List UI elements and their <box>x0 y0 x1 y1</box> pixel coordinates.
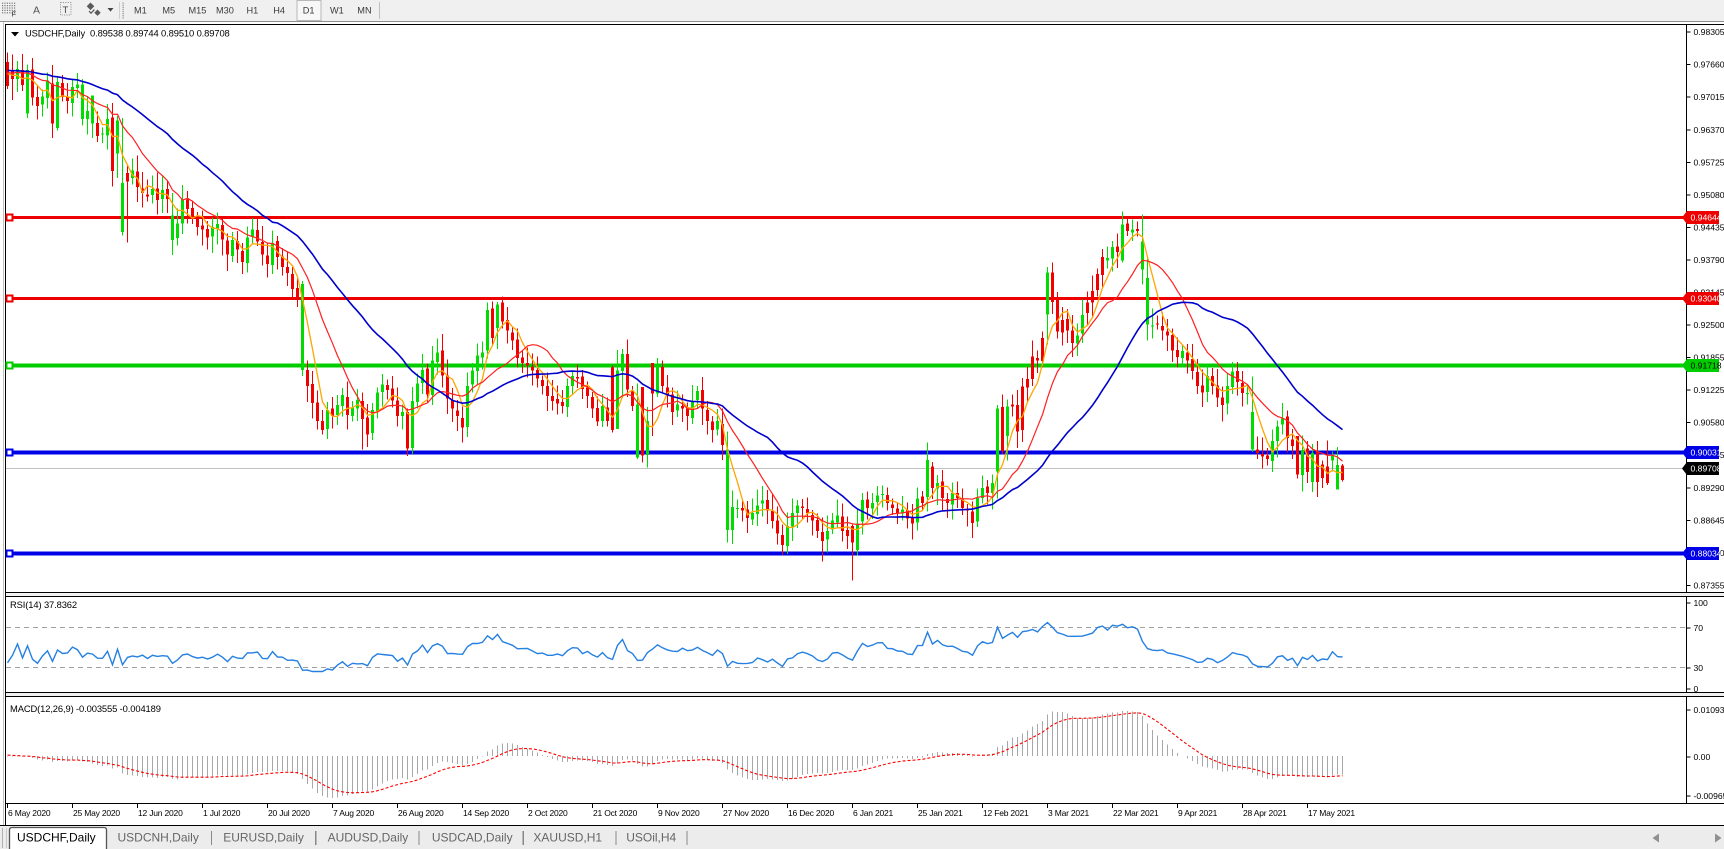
svg-text:A: A <box>33 5 40 17</box>
svg-text:0.95080: 0.95080 <box>1694 190 1724 200</box>
svg-text:12 Jun 2020: 12 Jun 2020 <box>138 808 183 818</box>
svg-text:0.88034: 0.88034 <box>1691 549 1722 559</box>
svg-text:25 Jan 2021: 25 Jan 2021 <box>918 808 963 818</box>
svg-text:USDCAD,Daily: USDCAD,Daily <box>432 831 513 845</box>
svg-text:F: F <box>12 10 17 19</box>
svg-text:EURUSD,Daily: EURUSD,Daily <box>223 831 304 845</box>
svg-text:21 Oct 2020: 21 Oct 2020 <box>593 808 638 818</box>
svg-text:25 May 2020: 25 May 2020 <box>73 808 120 818</box>
svg-text:17 May 2021: 17 May 2021 <box>1308 808 1355 818</box>
svg-text:0.93040: 0.93040 <box>1691 294 1722 304</box>
svg-text:30: 30 <box>1694 663 1704 673</box>
svg-text:AUDUSD,Daily: AUDUSD,Daily <box>328 831 409 845</box>
svg-text:0.01093: 0.01093 <box>1694 705 1724 715</box>
svg-text:-0.00965: -0.00965 <box>1694 791 1724 801</box>
svg-text:MN: MN <box>357 6 371 16</box>
svg-text:9 Apr 2021: 9 Apr 2021 <box>1178 808 1218 818</box>
svg-text:0.89708: 0.89708 <box>1691 464 1722 474</box>
svg-text:0.96370: 0.96370 <box>1694 125 1724 135</box>
svg-text:H1: H1 <box>247 6 259 16</box>
svg-text:12 Feb 2021: 12 Feb 2021 <box>983 808 1029 818</box>
svg-text:28 Apr 2021: 28 Apr 2021 <box>1243 808 1287 818</box>
svg-text:M5: M5 <box>162 6 175 16</box>
svg-text:0.94644: 0.94644 <box>1691 213 1722 223</box>
svg-text:XAUUSD,H1: XAUUSD,H1 <box>533 831 602 845</box>
svg-text:USDCHF,Daily 0.89538 0.89744: USDCHF,Daily 0.89538 0.89744 0.89510 0.8… <box>25 28 230 39</box>
svg-text:0.95725: 0.95725 <box>1694 157 1724 167</box>
svg-text:H4: H4 <box>273 6 285 16</box>
svg-text:1 Jul 2020: 1 Jul 2020 <box>203 808 241 818</box>
svg-text:0.00: 0.00 <box>1694 752 1711 762</box>
svg-text:USOil,H4: USOil,H4 <box>626 831 676 845</box>
svg-text:9 Nov 2020: 9 Nov 2020 <box>658 808 700 818</box>
svg-text:0: 0 <box>1694 684 1699 694</box>
svg-text:0.91855: 0.91855 <box>1694 353 1724 363</box>
svg-text:T: T <box>63 5 69 16</box>
svg-text:M15: M15 <box>189 6 207 16</box>
svg-text:0.97015: 0.97015 <box>1694 92 1724 102</box>
svg-text:M30: M30 <box>216 6 234 16</box>
svg-text:70: 70 <box>1694 623 1704 633</box>
svg-text:M1: M1 <box>134 6 147 16</box>
svg-text:0.94435: 0.94435 <box>1694 222 1724 232</box>
svg-text:27 Nov 2020: 27 Nov 2020 <box>723 808 769 818</box>
svg-text:0.93790: 0.93790 <box>1694 255 1724 265</box>
svg-text:26 Aug 2020: 26 Aug 2020 <box>398 808 444 818</box>
svg-text:0.87355: 0.87355 <box>1694 580 1724 590</box>
svg-text:0.89290: 0.89290 <box>1694 483 1724 493</box>
svg-text:100: 100 <box>1694 598 1709 608</box>
svg-text:RSI(14) 37.8362: RSI(14) 37.8362 <box>10 599 77 610</box>
svg-text:0.91225: 0.91225 <box>1694 385 1724 395</box>
svg-text:22 Mar 2021: 22 Mar 2021 <box>1113 808 1159 818</box>
svg-text:W1: W1 <box>330 6 344 16</box>
svg-text:6 May 2020: 6 May 2020 <box>8 808 51 818</box>
svg-text:USDCNH,Daily: USDCNH,Daily <box>118 831 199 845</box>
svg-text:0.91718: 0.91718 <box>1691 361 1722 371</box>
svg-text:14 Sep 2020: 14 Sep 2020 <box>463 808 509 818</box>
svg-text:2 Oct 2020: 2 Oct 2020 <box>528 808 568 818</box>
svg-text:MACD(12,26,9) -0.003555 -0.004: MACD(12,26,9) -0.003555 -0.004189 <box>10 703 161 714</box>
svg-text:0.97660: 0.97660 <box>1694 60 1724 70</box>
svg-text:0.90580: 0.90580 <box>1694 418 1724 428</box>
svg-text:0.98305: 0.98305 <box>1694 27 1724 37</box>
svg-text:6 Jan 2021: 6 Jan 2021 <box>853 808 894 818</box>
svg-text:USDCHF,Daily: USDCHF,Daily <box>17 831 96 845</box>
svg-text:0.92500: 0.92500 <box>1694 320 1724 330</box>
svg-text:D1: D1 <box>303 6 315 16</box>
svg-text:7 Aug 2020: 7 Aug 2020 <box>333 808 374 818</box>
svg-text:0.90031: 0.90031 <box>1691 448 1722 458</box>
svg-text:20 Jul 2020: 20 Jul 2020 <box>268 808 310 818</box>
svg-text:3 Mar 2021: 3 Mar 2021 <box>1048 808 1089 818</box>
svg-text:0.88645: 0.88645 <box>1694 515 1724 525</box>
svg-text:16 Dec 2020: 16 Dec 2020 <box>788 808 834 818</box>
